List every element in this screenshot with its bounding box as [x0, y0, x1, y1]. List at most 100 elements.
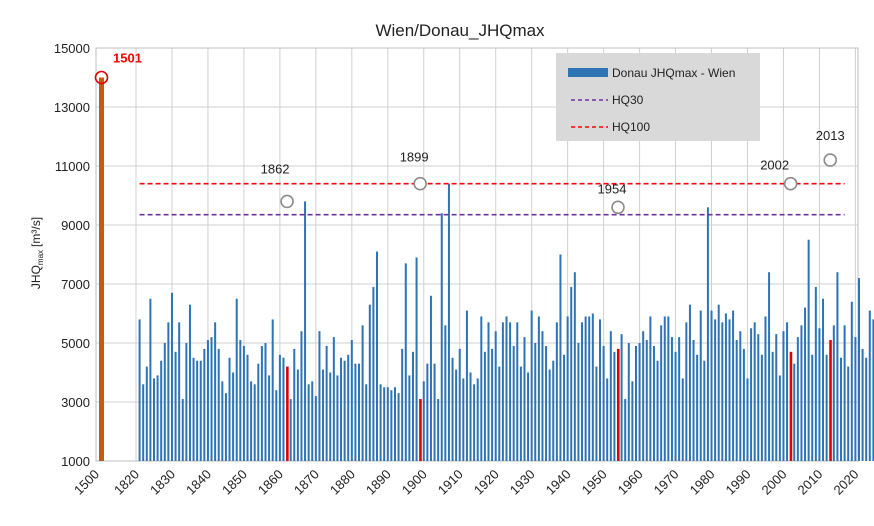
bar-1824 — [149, 298, 152, 461]
bar-1848 — [235, 298, 238, 461]
bar-1962 — [645, 340, 648, 461]
bar-1836 — [192, 357, 195, 461]
bar-1982 — [717, 304, 720, 461]
bar-1898 — [415, 257, 418, 461]
bar-1851 — [246, 354, 249, 461]
bar-1825 — [152, 378, 155, 461]
bar-1886 — [372, 286, 375, 461]
bar-1841 — [210, 337, 213, 461]
bar-1947 — [591, 313, 594, 461]
bar-1897 — [411, 351, 414, 461]
bar-1977 — [699, 310, 702, 461]
bar-1905 — [440, 213, 443, 461]
bar-1944 — [581, 322, 584, 461]
y-axis-label-unit: [m³/s] — [29, 217, 43, 247]
bar-1872 — [322, 369, 325, 461]
bar-1876 — [336, 375, 339, 461]
bar-1981 — [714, 319, 717, 461]
bar-2011 — [822, 298, 825, 461]
bar-1879 — [347, 354, 350, 461]
bar-1885 — [368, 304, 371, 461]
y-tick-label: 15000 — [54, 41, 90, 56]
bar-1909 — [455, 369, 458, 461]
bar-1946 — [588, 316, 591, 461]
bar-1888 — [379, 384, 382, 461]
bar-1823 — [145, 366, 148, 461]
bar-1908 — [451, 357, 454, 461]
bar-1969 — [670, 337, 673, 461]
bar-1965 — [656, 360, 659, 461]
bar-1855 — [260, 345, 263, 461]
bar-1985 — [728, 319, 731, 461]
bar-1837 — [196, 360, 199, 461]
legend-swatch-bar — [568, 68, 608, 77]
bar-1993 — [757, 334, 760, 461]
bar-1830 — [170, 292, 173, 461]
bar-1846 — [228, 357, 231, 461]
bar-1989 — [742, 348, 745, 461]
bar-1840 — [206, 340, 209, 461]
bar-1884 — [365, 384, 368, 461]
bar-1845 — [224, 393, 227, 461]
bar-1869 — [311, 381, 314, 461]
bar-1896 — [408, 375, 411, 461]
bar-2001 — [786, 322, 789, 461]
bar-1956 — [624, 399, 627, 461]
bar-1873 — [325, 345, 328, 461]
bar-2016 — [840, 357, 843, 461]
bar-1976 — [696, 354, 699, 461]
bar-1922 — [501, 322, 504, 461]
bar-1967 — [663, 316, 666, 461]
annotation-2013: 2013 — [816, 128, 845, 143]
bar-1856 — [264, 343, 267, 461]
bar-1882 — [358, 363, 361, 461]
y-tick-label: 5000 — [61, 336, 90, 351]
bar-2024 — [868, 310, 871, 461]
bar-1878 — [343, 360, 346, 461]
bar-1940 — [566, 316, 569, 461]
bar-1960 — [638, 343, 641, 461]
bar-1963 — [649, 316, 652, 461]
bar-2008 — [811, 354, 814, 461]
bar-1893 — [397, 393, 400, 461]
bar-1988 — [739, 331, 742, 461]
bar-2005 — [800, 325, 803, 461]
marker-1501 — [94, 70, 109, 85]
bar-1918 — [487, 322, 490, 461]
bar-1842 — [214, 322, 217, 461]
bar-1866 — [300, 331, 303, 461]
bar-1913 — [469, 372, 472, 461]
bar-1983 — [721, 322, 724, 461]
bar-1961 — [642, 331, 645, 461]
bar-1973 — [685, 322, 688, 461]
y-tick-label: 7000 — [61, 277, 90, 292]
bar-1991 — [750, 328, 753, 461]
bar-1975 — [692, 340, 695, 461]
reference-lines — [139, 182, 845, 216]
bar-2007 — [807, 239, 810, 461]
bar-1827 — [160, 360, 163, 461]
bar-1835 — [188, 304, 191, 461]
bar-1839 — [203, 348, 206, 461]
bar-1997 — [771, 351, 774, 461]
bar-1862 — [286, 366, 289, 461]
bar-2021 — [857, 278, 860, 461]
bar-1966 — [660, 325, 663, 461]
bar-1949 — [599, 319, 602, 461]
bar-1999 — [778, 375, 781, 461]
bar-1980 — [710, 310, 713, 461]
chart-title: Wien/Donau_JHQmax — [375, 21, 545, 40]
marker-2013 — [823, 153, 838, 167]
legend-label: HQ100 — [612, 120, 650, 134]
bar-1990 — [746, 378, 749, 461]
y-tick-label: 1000 — [61, 454, 90, 469]
legend-label: HQ30 — [612, 93, 644, 107]
legend-label: Donau JHQmax - Wien — [612, 66, 735, 80]
bar-1826 — [156, 375, 159, 461]
bar-1964 — [652, 345, 655, 461]
bar-1906 — [444, 325, 447, 461]
bar-1828 — [163, 343, 166, 461]
bar-1978 — [703, 360, 706, 461]
bar-1865 — [296, 369, 299, 461]
